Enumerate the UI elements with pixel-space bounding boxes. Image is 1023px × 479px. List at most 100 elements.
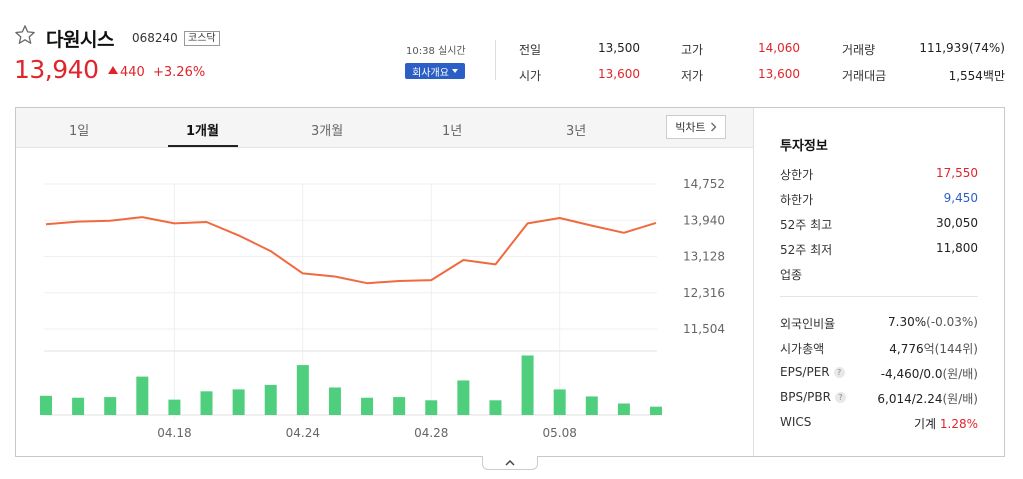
- prev-close-label: 전일: [519, 43, 542, 57]
- x-tick-label: 04.24: [286, 426, 320, 440]
- volume-bar: [425, 400, 438, 415]
- invest-row-unit: 억(144위): [923, 342, 978, 356]
- volume-bar: [553, 389, 566, 415]
- invest-row-label: BPS/PBR?: [780, 390, 846, 404]
- current-price: 13,940: [14, 55, 99, 84]
- invest-row-label: 52주 최저: [780, 243, 833, 257]
- invest-row-percent: 1.28%: [936, 417, 978, 431]
- y-tick-label: 13,128: [683, 250, 725, 264]
- volume-bar: [296, 365, 309, 415]
- volume-bar: [328, 387, 341, 415]
- price-line: [45, 216, 657, 285]
- invest-title: 투자정보: [780, 139, 828, 154]
- period-tabs: 1일 1개월 3개월 1년 3년 빅차트: [16, 108, 753, 148]
- high-value: 14,060: [758, 41, 800, 55]
- volume-bar: [457, 380, 470, 415]
- invest-row-value: 17,550: [936, 166, 978, 180]
- big-chart-label: 빅차트: [675, 121, 706, 134]
- invest-row-label: WICS: [780, 415, 812, 429]
- tab-1d[interactable]: 1일: [69, 124, 90, 139]
- caret-down-icon: [451, 69, 458, 73]
- volume-bar: [232, 389, 245, 415]
- invest-row: 업종: [780, 266, 978, 282]
- invest-row-value: 9,450: [943, 191, 978, 205]
- volume-bar: [617, 403, 630, 415]
- high-label: 고가: [681, 43, 704, 57]
- company-overview-button[interactable]: 회사개요: [405, 63, 465, 79]
- y-tick-label: 14,752: [683, 177, 725, 191]
- tab-3y[interactable]: 3년: [566, 124, 587, 139]
- invest-row: 시가총액 4,776억(144위): [780, 340, 978, 356]
- y-tick-label: 11,504: [683, 322, 725, 336]
- volume-bar: [521, 355, 534, 415]
- invest-row-unit: (원/배): [942, 367, 979, 381]
- invest-row-label: 하한가: [780, 193, 814, 207]
- invest-row-value: -4,460/0.0(원/배): [880, 367, 979, 381]
- volume-bar: [136, 376, 149, 415]
- stock-name: 다원시스: [46, 29, 114, 51]
- stock-code: 068240: [132, 31, 178, 45]
- invest-row-value: 기계 1.28%: [913, 417, 978, 431]
- trade-amount-value: 1,554백만: [948, 69, 1005, 83]
- open-label: 시가: [519, 69, 542, 83]
- volume-bar: [168, 399, 181, 415]
- volume-label: 거래량: [842, 43, 876, 57]
- volume-bar: [585, 396, 598, 415]
- x-tick-label: 04.18: [157, 426, 191, 440]
- volume-bar: [650, 406, 662, 415]
- invest-row-value: 7.30%(-0.03%): [888, 315, 978, 329]
- volume-bar: [40, 395, 52, 415]
- help-icon[interactable]: ?: [833, 367, 845, 378]
- low-value: 13,600: [758, 67, 800, 81]
- up-arrow-icon: [108, 66, 118, 74]
- tab-1y[interactable]: 1년: [442, 124, 463, 139]
- divider: [495, 40, 496, 80]
- volume-bar: [489, 400, 502, 415]
- invest-row-value: 6,014/2.24(원/배): [877, 392, 979, 406]
- invest-row: 상한가 17,550: [780, 166, 978, 182]
- price-change: 440: [120, 65, 145, 80]
- invest-row: EPS/PER? -4,460/0.0(원/배): [780, 365, 978, 381]
- invest-row: 52주 최저 11,800: [780, 241, 978, 257]
- y-tick-label: 12,316: [683, 286, 725, 300]
- invest-row-unit: (원/배): [942, 392, 979, 406]
- chevron-right-icon: [710, 122, 717, 132]
- volume-bar: [104, 397, 117, 415]
- active-tab-indicator: [168, 145, 238, 147]
- company-overview-label: 회사개요: [412, 67, 449, 79]
- invest-row-unit: (-0.03%): [926, 315, 978, 329]
- low-label: 저가: [681, 69, 704, 83]
- invest-row-value: 4,776억(144위): [889, 342, 978, 356]
- star-icon[interactable]: [14, 24, 36, 46]
- realtime-label: 10:38 실시간: [406, 46, 466, 57]
- volume-bar: [393, 397, 406, 415]
- invest-row-value: 11,800: [936, 241, 978, 255]
- big-chart-button[interactable]: 빅차트: [666, 115, 726, 139]
- chart-panel: 1일 1개월 3개월 1년 3년 빅차트 14,752 13,940 13,128 1…: [15, 107, 1005, 457]
- invest-row-label: 업종: [780, 268, 803, 282]
- invest-row: BPS/PBR? 6,014/2.24(원/배): [780, 390, 978, 406]
- tab-3m[interactable]: 3개월: [311, 124, 344, 139]
- invest-row-label: 상한가: [780, 168, 814, 182]
- invest-row: WICS 기계 1.28%: [780, 415, 978, 431]
- chevron-up-icon: [505, 459, 515, 466]
- trade-amount-label: 거래대금: [842, 69, 887, 83]
- invest-row-label: EPS/PER?: [780, 365, 845, 379]
- price-change-percent: +3.26%: [153, 65, 206, 80]
- price-chart[interactable]: 14,752 13,940 13,128 12,316 11,504 04.18 04.24…: [16, 149, 752, 449]
- divider: [753, 108, 754, 456]
- volume-bar: [72, 397, 85, 415]
- tab-1m[interactable]: 1개월: [186, 124, 219, 139]
- x-tick-label: 04.28: [414, 426, 448, 440]
- invest-row-label: 52주 최고: [780, 218, 833, 232]
- volume-bar: [264, 384, 277, 415]
- invest-row-label: 시가총액: [780, 342, 825, 356]
- collapse-button[interactable]: [482, 456, 538, 470]
- market-badge: 코스닥: [184, 31, 220, 46]
- volume-value: 111,939(74%): [919, 41, 1005, 55]
- volume-bar: [361, 397, 374, 415]
- y-tick-label: 13,940: [683, 213, 725, 227]
- help-icon[interactable]: ?: [834, 392, 846, 403]
- divider: [780, 296, 978, 297]
- invest-row-value: 30,050: [936, 216, 978, 230]
